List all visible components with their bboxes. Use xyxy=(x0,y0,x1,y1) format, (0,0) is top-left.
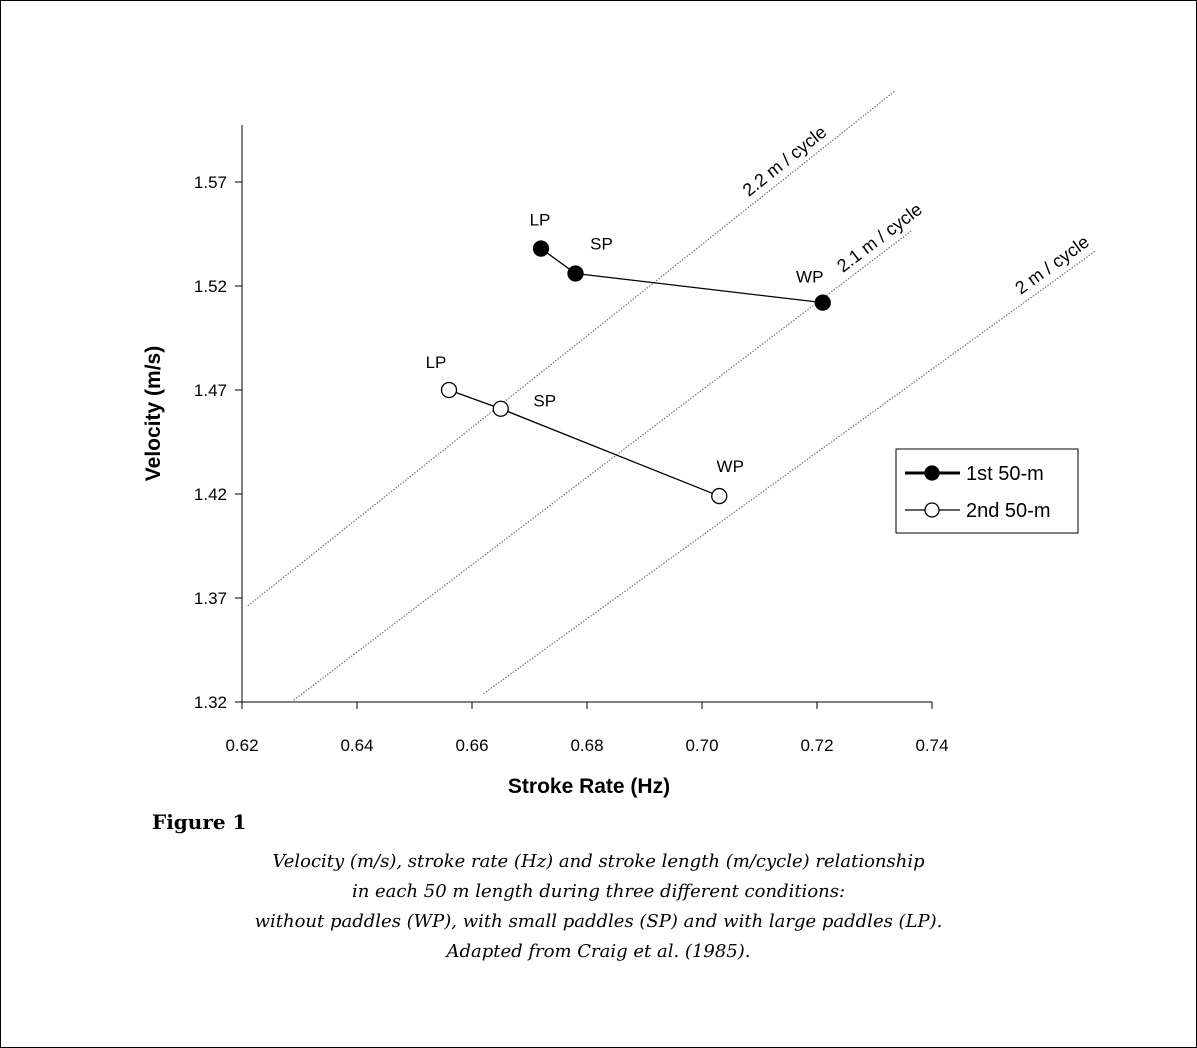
x-tick-label: 0.72 xyxy=(800,736,833,755)
data-point xyxy=(567,265,584,282)
legend-label: 2nd 50-m xyxy=(966,500,1051,522)
x-tick-label: 0.62 xyxy=(225,736,258,755)
data-point-label: LP xyxy=(426,353,447,372)
x-tick-label: 0.74 xyxy=(915,736,948,755)
data-point-label: SP xyxy=(533,392,556,411)
caption-line: in each 50 m length during three differe… xyxy=(351,881,846,902)
data-point-label: WP xyxy=(796,268,823,287)
data-point xyxy=(532,240,550,257)
legend-label: 1st 50-m xyxy=(966,463,1044,485)
y-tick-label: 1.37 xyxy=(194,589,227,608)
y-tick-label: 1.52 xyxy=(194,277,227,296)
data-point xyxy=(711,487,728,505)
caption-line: without paddles (WP), with small paddles… xyxy=(254,911,943,932)
data-point-label: WP xyxy=(717,457,744,476)
x-tick-label: 0.64 xyxy=(340,736,373,755)
x-tick-label: 0.66 xyxy=(455,736,488,755)
y-axis-label: Velocity (m/s) xyxy=(142,346,165,481)
reference-line-label: 2.2 m / cycle xyxy=(739,122,831,201)
figure-label: Figure 1 xyxy=(152,810,247,834)
y-tick-label: 1.57 xyxy=(194,173,227,192)
y-tick-label: 1.47 xyxy=(194,381,227,400)
caption-line: Adapted from Craig et al. (1985). xyxy=(446,941,751,962)
data-point-label: SP xyxy=(590,235,613,254)
legend-marker xyxy=(924,465,940,481)
legend-box xyxy=(895,448,1079,534)
caption-line: Velocity (m/s), stroke rate (Hz) and str… xyxy=(272,851,925,872)
x-tick-label: 0.70 xyxy=(685,736,718,755)
data-point-label: LP xyxy=(530,211,551,230)
x-axis-label: Stroke Rate (Hz) xyxy=(508,775,670,798)
y-tick-label: 1.42 xyxy=(194,485,227,504)
x-tick-label: 0.68 xyxy=(570,736,603,755)
data-point xyxy=(492,400,509,417)
reference-line-label: 2.1 m / cycle xyxy=(833,199,926,276)
figure-caption: Velocity (m/s), stroke rate (Hz) and str… xyxy=(0,847,1197,967)
stroke-length-reference-line xyxy=(293,230,913,701)
reference-line-label: 2 m / cycle xyxy=(1011,232,1092,299)
data-point xyxy=(440,381,458,399)
data-point xyxy=(814,294,831,311)
velocity-stroke-rate-chart: 0.62 0.64 0.66 0.68 0.70 0.72 0.74 1.32 1.37 1.42… xyxy=(142,90,1097,798)
legend-marker xyxy=(924,502,940,518)
stroke-length-reference-line xyxy=(247,90,895,607)
y-tick-label: 1.32 xyxy=(194,693,227,712)
